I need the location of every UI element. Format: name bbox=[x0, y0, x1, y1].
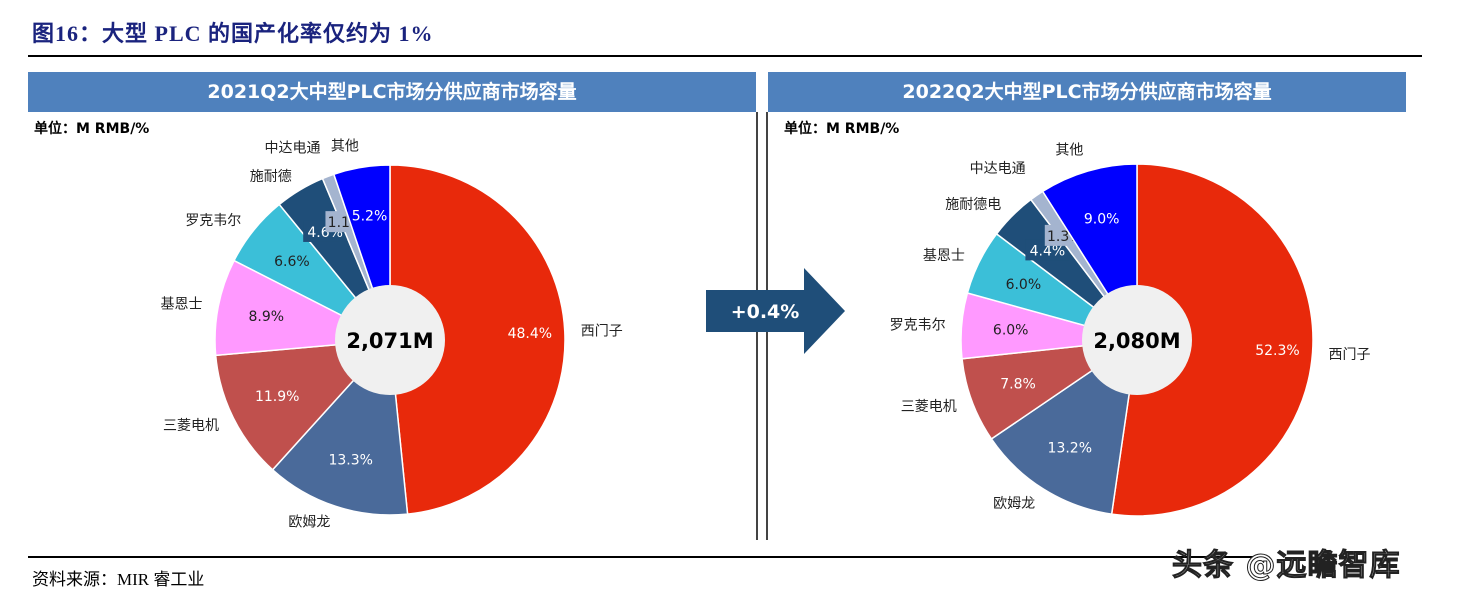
value-label: 11.9% bbox=[255, 389, 299, 405]
category-label: 中达电通 bbox=[970, 161, 1026, 177]
right-chart-title: 2022Q2大中型PLC市场分供应商市场容量 bbox=[768, 72, 1406, 112]
value-label: 7.8% bbox=[1000, 377, 1036, 393]
source-note: 资料来源：MIR 睿工业 bbox=[32, 570, 205, 589]
pie-slice bbox=[1110, 163, 1314, 517]
value-label: 5.2% bbox=[352, 209, 388, 225]
pie-slice bbox=[389, 164, 566, 515]
category-label: 三菱电机 bbox=[901, 399, 957, 415]
value-label: 6.6% bbox=[274, 254, 310, 270]
growth-arrow: +0.4% bbox=[706, 268, 845, 354]
category-label: 西门子 bbox=[1328, 347, 1370, 363]
left-pie: 48.4% 西门子 13.3% 欧姆龙 11.9% 三菱电机 8.9% 基恩士 6.6% 罗克韦尔… bbox=[160, 139, 622, 531]
category-label: 西门子 bbox=[581, 323, 623, 339]
center-circle bbox=[335, 285, 445, 395]
value-label: 13.3% bbox=[328, 453, 372, 469]
category-label: 三菱电机 bbox=[163, 418, 219, 434]
category-label: 罗克韦尔 bbox=[185, 213, 241, 229]
value-label: 6.0% bbox=[993, 323, 1029, 339]
category-label: 施耐德 bbox=[250, 169, 292, 185]
bottom-rule bbox=[28, 556, 1258, 558]
value-label: 9.0% bbox=[1084, 211, 1120, 227]
pie-slice bbox=[990, 338, 1138, 516]
right-pie: 52.3% 西门子 13.2% 欧姆龙 7.8% 三菱电机 6.0% 罗克韦尔 6.0% 基恩士 4… bbox=[890, 143, 1370, 517]
left-chart-title: 2021Q2大中型PLC市场分供应商市场容量 bbox=[28, 72, 756, 112]
category-label: 其他 bbox=[1055, 143, 1083, 159]
watermark: 头条 @远瞻智库 bbox=[1171, 548, 1401, 584]
category-label: 基恩士 bbox=[160, 296, 202, 313]
center-circle bbox=[1082, 285, 1192, 395]
left-unit-label: 单位：M RMB/% bbox=[34, 121, 150, 137]
category-label: 中达电通 bbox=[264, 140, 320, 156]
top-rule bbox=[28, 55, 1422, 57]
value-label: 13.2% bbox=[1048, 440, 1092, 456]
category-label: 施耐德电 bbox=[945, 197, 1001, 213]
arrow-shape bbox=[706, 268, 845, 354]
value-label: 52.3% bbox=[1255, 343, 1299, 359]
category-label: 欧姆龙 bbox=[993, 496, 1035, 512]
right-unit-label: 单位：M RMB/% bbox=[784, 121, 900, 137]
figure-title: 图16：大型 PLC 的国产化率仅约为 1% bbox=[32, 21, 434, 46]
value-label: 48.4% bbox=[508, 326, 552, 342]
center-total-label: 2,071M bbox=[346, 329, 433, 353]
value-label: 4.4% bbox=[1030, 243, 1066, 259]
category-label: 基恩士 bbox=[923, 247, 965, 264]
category-label: 其他 bbox=[331, 139, 359, 155]
value-label: 6.0% bbox=[1006, 277, 1042, 293]
value-label: 8.9% bbox=[249, 309, 285, 325]
center-total-label: 2,080M bbox=[1093, 329, 1180, 353]
arrow-label: +0.4% bbox=[731, 301, 800, 323]
category-label: 欧姆龙 bbox=[288, 514, 330, 530]
category-label: 罗克韦尔 bbox=[890, 317, 946, 333]
